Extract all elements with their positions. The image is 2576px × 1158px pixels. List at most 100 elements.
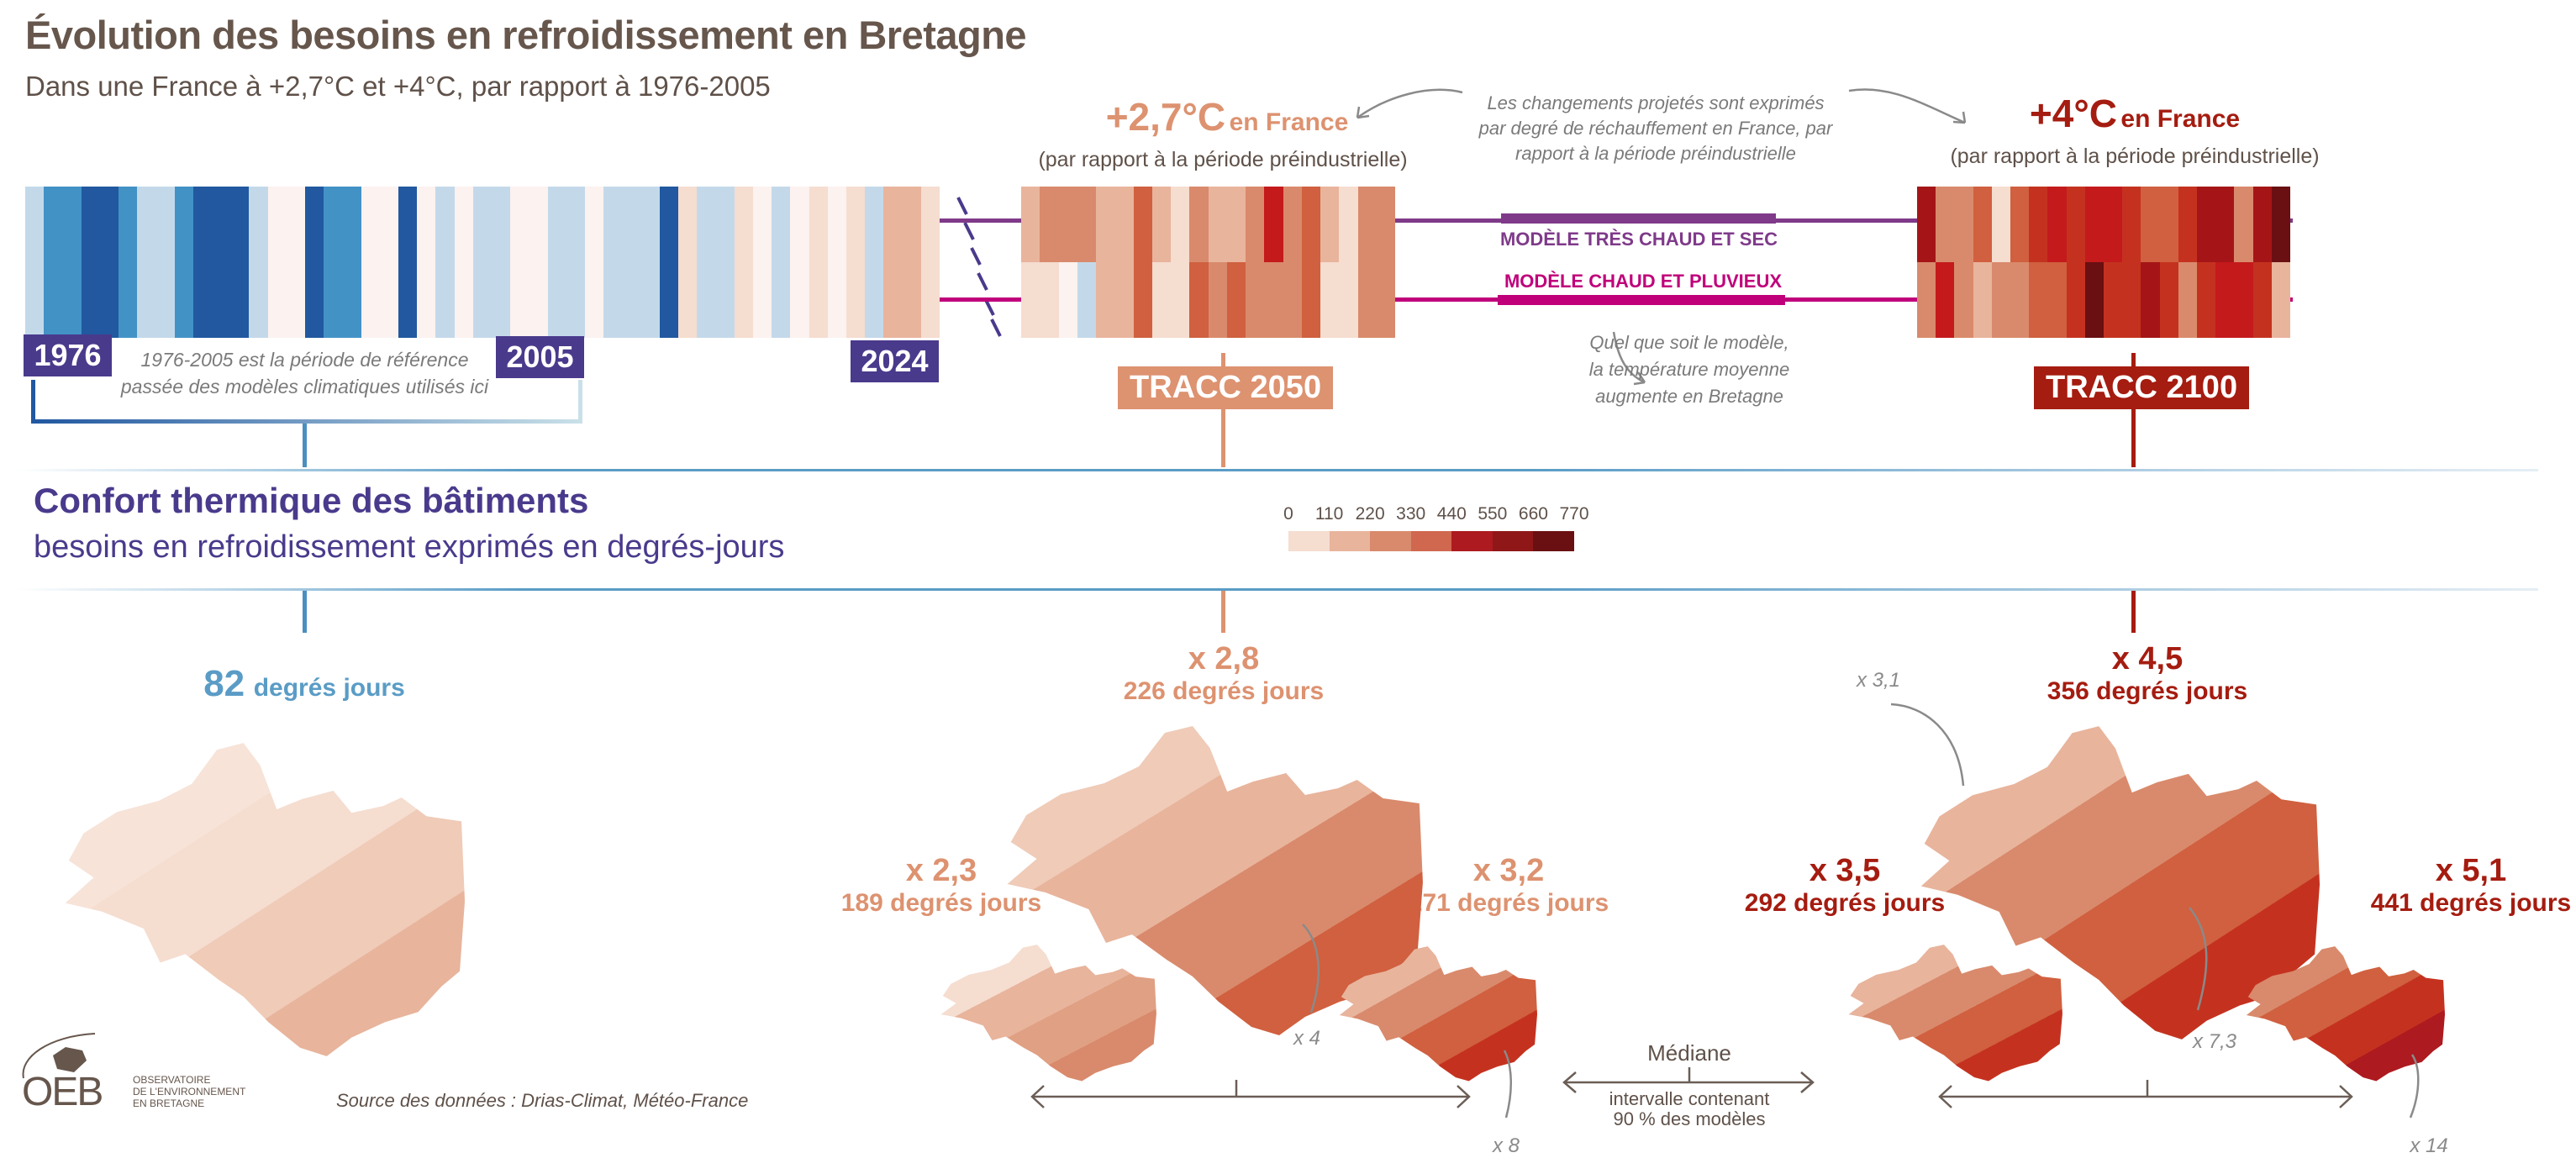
stripe	[324, 187, 343, 338]
stripe	[1357, 187, 1377, 262]
stripe	[1226, 187, 1246, 262]
local-multiplier-note: x 4	[1293, 1027, 1321, 1050]
projection-annotation: Les changements projetés sont exprimés p…	[1479, 91, 1833, 166]
stripe	[267, 187, 287, 338]
multiplier: x 2,3	[905, 853, 977, 888]
stripe	[1246, 262, 1265, 338]
stripe	[1077, 262, 1096, 338]
range-arrow-2050	[1030, 1080, 1471, 1108]
stripe	[659, 187, 679, 338]
stripe	[1283, 187, 1302, 262]
stripe	[1991, 262, 2011, 338]
stripe	[1058, 262, 1077, 338]
tracc2050-connector	[1221, 591, 1225, 633]
stripe	[454, 187, 473, 338]
stripe	[2047, 262, 2067, 338]
annotation-line: la température moyenne	[1588, 359, 1790, 380]
stripe	[1151, 262, 1171, 338]
stripe	[212, 187, 231, 338]
stripe	[305, 187, 324, 338]
stripe	[845, 187, 866, 338]
reference-period-bracket	[31, 380, 582, 424]
multiplier: x 2,8	[1188, 641, 1260, 676]
y2100-low-result: x 3,5 292 degrés jours	[1744, 853, 1946, 917]
stripe	[1936, 187, 1955, 262]
stripe	[44, 187, 63, 338]
stripe	[1954, 262, 1973, 338]
stripe	[1040, 262, 1059, 338]
legend-swatch	[1329, 531, 1371, 551]
logo-text: OEB	[22, 1070, 103, 1114]
degree-days-value: 356 degrés jours	[2047, 676, 2248, 705]
data-source: Source des données : Drias-Climat, Météo…	[336, 1090, 749, 1111]
model-annotation: Quel que soit le modèle, la température …	[1589, 329, 1789, 410]
year-2005-label: 2005	[496, 336, 584, 378]
stripe	[715, 187, 735, 338]
degree-days-value: 292 degrés jours	[1744, 888, 1946, 917]
stripe	[398, 187, 418, 338]
local-multiplier-note: x 7,3	[2192, 1030, 2237, 1053]
stripe	[902, 187, 921, 338]
annotation-line: par degré de réchauffement en France, pa…	[1478, 118, 1833, 139]
stripe	[1133, 262, 1152, 338]
legend-tick: 660	[1518, 504, 1548, 524]
stripe	[417, 187, 436, 338]
annotation-line: Quel que soit le modèle,	[1589, 332, 1789, 353]
stripe	[1264, 187, 1283, 262]
stripe	[379, 187, 399, 338]
stripe	[827, 187, 846, 338]
scenario-2050-temp: +2,7°C	[1105, 95, 1226, 139]
stripe	[137, 187, 156, 338]
stripe	[2234, 187, 2253, 262]
hot-dry-model-label: MODÈLE TRÈS CHAUD ET SEC	[1499, 229, 1778, 250]
range-legend-text: intervalle contenant 90 % des modèles	[1609, 1089, 1770, 1129]
y2050-low-result: x 2,3 189 degrés jours	[841, 853, 1041, 917]
stripe	[1096, 187, 1115, 262]
legend-swatch	[1410, 531, 1452, 551]
logo-subtitle: OBSERVATOIRE DE L'ENVIRONNEMENT EN BRETA…	[133, 1074, 245, 1109]
stripe	[510, 187, 529, 338]
brittany-map-y2100-median	[1906, 714, 2321, 1050]
baseline-connector	[303, 591, 307, 633]
tracc2050-stripes	[1021, 187, 1395, 338]
stripe	[1058, 187, 1077, 262]
local-multiplier-note: x 8	[1492, 1134, 1520, 1157]
stripe	[566, 187, 586, 338]
legend-tick: 220	[1355, 504, 1385, 524]
legend-tick: 550	[1478, 504, 1508, 524]
brittany-map-baseline	[50, 731, 466, 1067]
stripe	[2215, 187, 2235, 262]
brittany-map-y2050-low	[933, 940, 1157, 1088]
stripe	[1208, 262, 1227, 338]
annotation-line: augmente en Bretagne	[1595, 386, 1783, 407]
stripe	[547, 187, 566, 338]
stripe	[2271, 262, 2291, 338]
stripe	[1077, 187, 1096, 262]
scenario-2050-heading: +2,7°C en France	[1106, 94, 1349, 139]
stripe	[99, 187, 119, 338]
stripe	[342, 187, 361, 338]
tracc2050-connector	[1221, 353, 1225, 467]
annotation-line: Les changements projetés sont exprimés	[1487, 92, 1825, 113]
stripe	[1339, 262, 1358, 338]
scenario-2050-reference: (par rapport à la période préindustriell…	[1038, 148, 1408, 171]
range-legend-line: intervalle contenant	[1609, 1088, 1770, 1109]
stripe	[809, 187, 828, 338]
scenario-2100-en-france: en France	[2120, 105, 2241, 133]
median-legend-label: Médiane	[1647, 1040, 1731, 1066]
y2050-median-result: x 2,8 226 degrés jours	[1123, 641, 1325, 705]
stripe	[752, 187, 772, 338]
range-arrow-2100	[1938, 1080, 2353, 1108]
degree-days-value: 226 degrés jours	[1123, 676, 1325, 705]
stripe	[2178, 187, 2198, 262]
multiplier: x 5,1	[2435, 853, 2507, 888]
stripe	[2159, 187, 2178, 262]
stripe	[119, 187, 138, 338]
stripe	[1133, 187, 1152, 262]
reference-note-line: 1976-2005 est la période de référence	[140, 349, 469, 371]
stripe	[286, 187, 306, 338]
stripe	[1357, 262, 1377, 338]
multiplier: x 4,5	[2111, 641, 2184, 676]
stripe	[435, 187, 455, 338]
stripe	[2141, 262, 2160, 338]
